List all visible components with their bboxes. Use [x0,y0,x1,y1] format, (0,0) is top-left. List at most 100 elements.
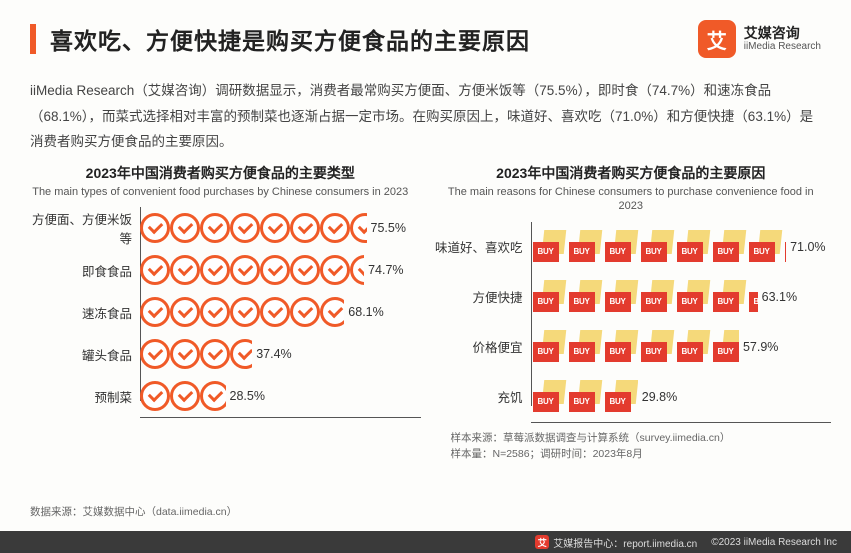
row-value: 63.1% [762,290,797,304]
buy-bag-icon: BUY [675,280,711,314]
x-axis [531,422,832,424]
row-icons: 75.5% [140,213,421,243]
row-value: 71.0% [790,240,825,254]
chart-row: 速冻食品 68.1% [20,291,421,333]
check-icon [290,213,320,243]
check-icon-partial [350,213,367,243]
buy-bag-icon: BUY [711,280,747,314]
row-value: 37.4% [256,347,291,361]
chart-row: 即食食品 74.7% [20,249,421,291]
check-icon [170,381,200,411]
check-icon [260,297,290,327]
buy-bag-icon: BUY [603,230,639,264]
check-icon [140,255,170,285]
chart-types-title-en: The main types of convenient food purcha… [20,185,421,199]
chart-reasons: 2023年中国消费者购买方便食品的主要原因 The main reasons f… [431,163,832,463]
check-icon [230,213,260,243]
row-label: 方便面、方便米饭等 [20,209,140,247]
row-label: 即食食品 [20,261,140,280]
header: 喜欢吃、方便快捷是购买方便食品的主要原因 艾 艾媒咨询 iiMedia Rese… [0,0,851,68]
buy-bag-icon: BUY [531,380,567,414]
buy-bag-icon: BUY [675,230,711,264]
buy-bag-icon-partial: BUY [747,280,758,314]
buy-bag-icon: BUY [531,230,567,264]
chart-row: 充饥BUYBUYBUY29.8% [431,372,832,422]
check-icon [200,339,230,369]
footnote-left: 数据来源：艾媒数据中心（data.iimedia.cn） [30,504,237,519]
row-value: 29.8% [642,390,677,404]
check-icon [170,255,200,285]
footer-copyright: ©2023 iiMedia Research Inc [711,537,837,548]
check-icon [320,213,350,243]
check-icon [260,213,290,243]
brand-logo-mark: 艾 [698,20,736,58]
row-value: 74.7% [368,263,403,277]
row-value: 75.5% [371,221,406,235]
row-icons: BUYBUYBUYBUYBUYBUYBUYBUY71.0% [531,230,832,264]
chart-reasons-title-en: The main reasons for Chinese consumers t… [431,185,832,214]
brand-name-en: iiMedia Research [744,41,821,52]
buy-bag-icon-partial: BUY [711,330,739,364]
footer-logo-icon: 艾 [535,535,549,549]
row-label: 充饥 [431,387,531,406]
check-icon-partial [230,339,252,369]
check-icon [140,381,170,411]
chart-types-body: 方便面、方便米饭等 75.5% 即食食品 74.7% 速冻食品 68.1% 罐头食品 37.4… [20,207,421,419]
chart-reasons-title-cn: 2023年中国消费者购买方便食品的主要原因 [431,163,832,183]
check-icon [200,213,230,243]
check-icon-partial [350,255,364,285]
check-icon [140,213,170,243]
row-icons: 68.1% [140,297,421,327]
row-label: 速冻食品 [20,303,140,322]
buy-bag-icon: BUY [639,330,675,364]
check-icon [140,297,170,327]
check-icon [140,339,170,369]
brand-name-cn: 艾媒咨询 [744,26,821,41]
page-title: 喜欢吃、方便快捷是购买方便食品的主要原因 [50,22,698,56]
footer-report-text: 艾媒报告中心：report.iimedia.cn [553,535,697,550]
buy-bag-icon: BUY [675,330,711,364]
check-icon [200,255,230,285]
chart-row: 方便面、方便米饭等 75.5% [20,207,421,249]
chart-row: 方便快捷BUYBUYBUYBUYBUYBUYBUY63.1% [431,272,832,322]
buy-bag-icon: BUY [531,280,567,314]
row-label: 方便快捷 [431,287,531,306]
buy-bag-icon: BUY [603,330,639,364]
buy-bag-icon: BUY [639,230,675,264]
row-icons: 28.5% [140,381,421,411]
check-icon [320,255,350,285]
footnote-sample: 样本量：N=2586；调研时间：2023年8月 [451,446,832,463]
check-icon [170,339,200,369]
row-value: 57.9% [743,340,778,354]
row-label: 罐头食品 [20,345,140,364]
brand-logo: 艾 艾媒咨询 iiMedia Research [698,20,821,58]
footer-bar: 艾 艾媒报告中心：report.iimedia.cn ©2023 iiMedia… [0,531,851,553]
buy-bag-icon: BUY [567,330,603,364]
description-paragraph: iiMedia Research（艾媒咨询）调研数据显示，消费者最常购买方便面、… [0,68,851,163]
chart-row: 味道好、喜欢吃BUYBUYBUYBUYBUYBUYBUYBUY71.0% [431,222,832,272]
chart-reasons-body: 味道好、喜欢吃BUYBUYBUYBUYBUYBUYBUYBUY71.0% 方便快捷… [431,222,832,424]
chart-row: 预制菜28.5% [20,375,421,417]
buy-bag-icon-partial: BUY [603,380,638,414]
check-icon [170,297,200,327]
check-icon-partial [320,297,344,327]
buy-bag-icon: BUY [567,380,603,414]
row-icons: 37.4% [140,339,421,369]
row-icons: 74.7% [140,255,421,285]
buy-bag-icon: BUY [531,330,567,364]
x-axis [140,417,421,419]
row-label: 预制菜 [20,387,140,406]
chart-types: 2023年中国消费者购买方便食品的主要类型 The main types of … [20,163,421,463]
row-label: 价格便宜 [431,337,531,356]
check-icon [230,255,260,285]
footnote-source: 样本来源：草莓派数据调查与计算系统（survey.iimedia.cn） [451,430,832,447]
row-icons: BUYBUYBUYBUYBUYBUYBUY63.1% [531,280,832,314]
buy-bag-icon: BUY [711,230,747,264]
buy-bag-icon-partial: BUY [783,230,787,264]
charts-container: 2023年中国消费者购买方便食品的主要类型 The main types of … [0,163,851,463]
brand-logo-text: 艾媒咨询 iiMedia Research [744,26,821,52]
buy-bag-icon: BUY [639,280,675,314]
buy-bag-icon: BUY [747,230,783,264]
accent-bar [30,24,36,54]
row-value: 68.1% [348,305,383,319]
